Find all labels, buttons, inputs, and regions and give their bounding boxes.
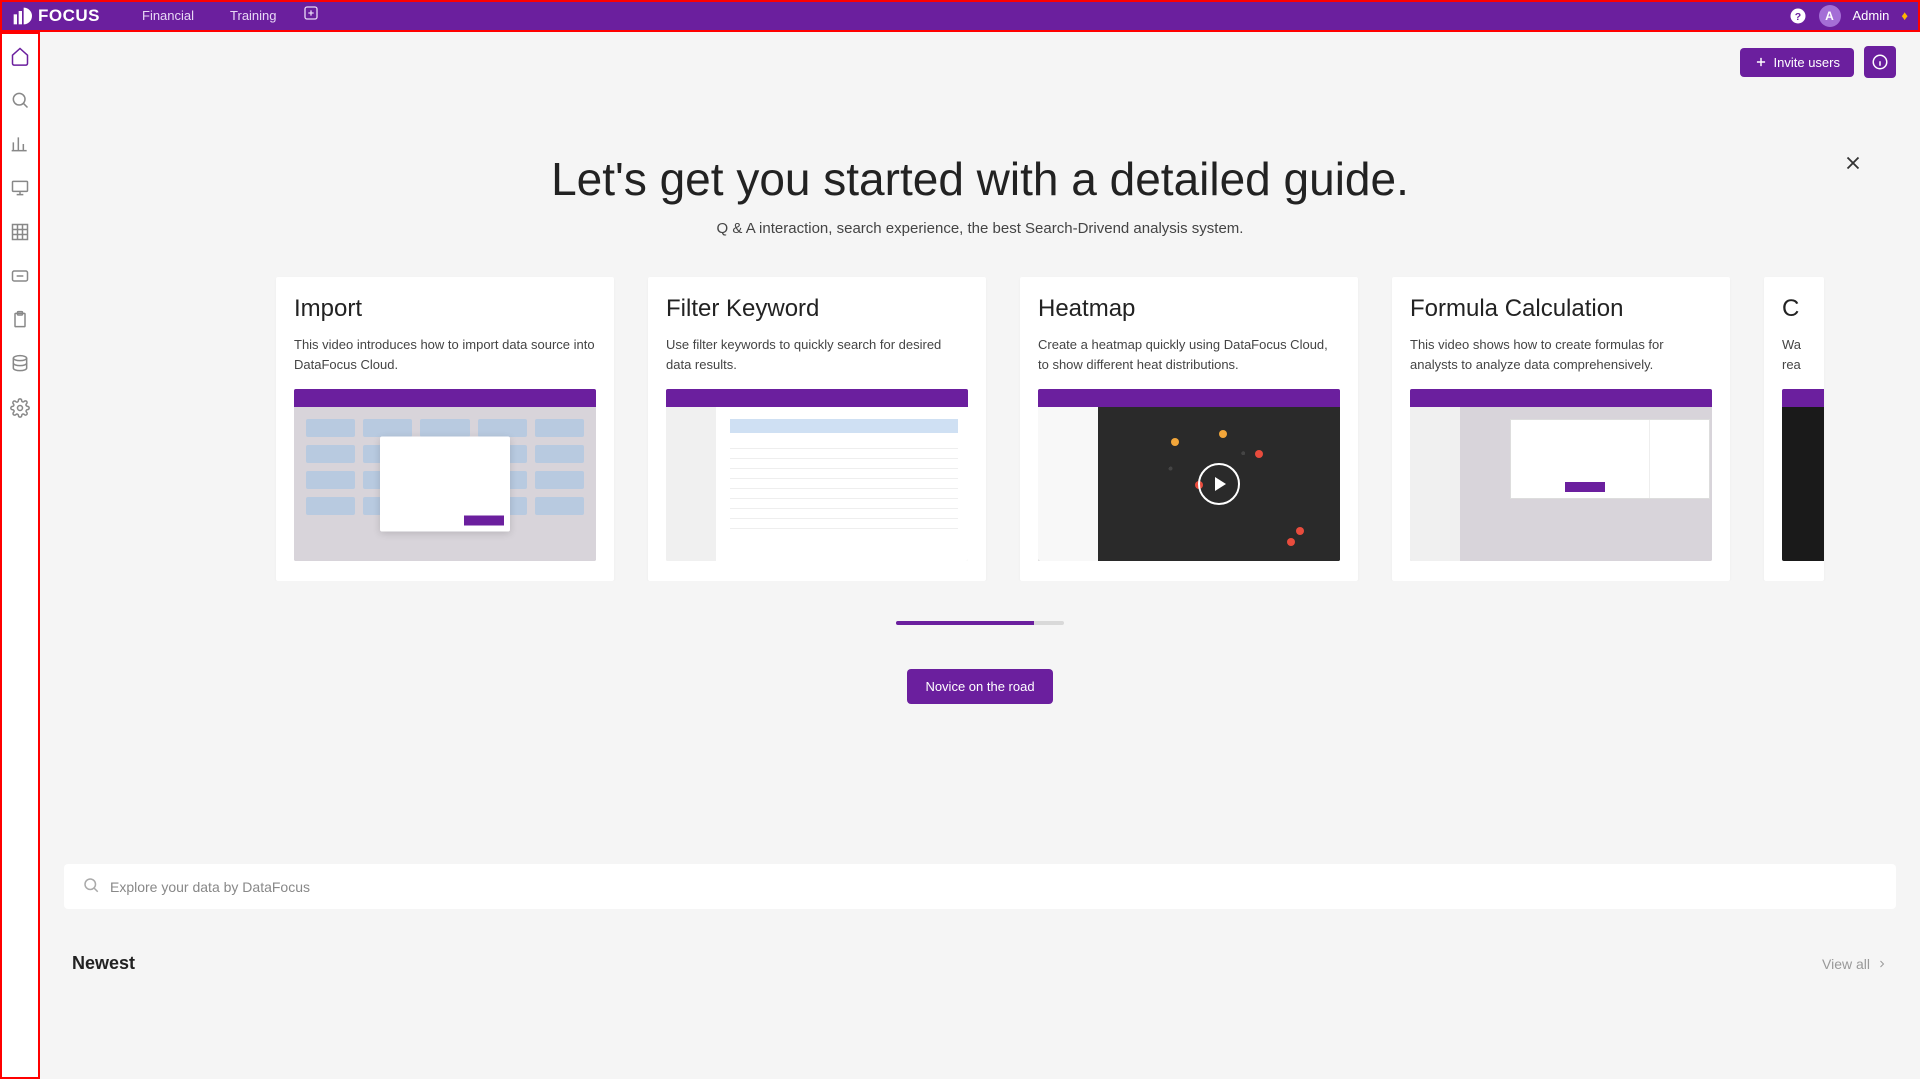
explore-search[interactable]: Explore your data by DataFocus — [64, 864, 1896, 909]
main-content: Invite users Let's get you started with … — [40, 32, 1920, 1079]
card-desc: Use filter keywords to quickly search fo… — [666, 335, 968, 377]
user-name[interactable]: Admin — [1853, 8, 1890, 23]
guide-card-partial[interactable]: C Wa rea — [1764, 277, 1824, 581]
card-desc: This video shows how to create formulas … — [1410, 335, 1712, 377]
novice-button[interactable]: Novice on the road — [907, 669, 1052, 704]
brand-icon — [12, 6, 32, 26]
newest-title: Newest — [72, 953, 135, 974]
play-icon — [1198, 463, 1240, 505]
guide-section: Let's get you started with a detailed gu… — [40, 92, 1920, 744]
top-right: ? A Admin ♦ — [1789, 5, 1909, 27]
sidebar-item-chart[interactable] — [8, 132, 32, 156]
view-all-label: View all — [1822, 956, 1870, 972]
sidebar-item-database[interactable] — [8, 352, 32, 376]
action-bar: Invite users — [40, 32, 1920, 92]
guide-cards-row: Import This video introduces how to impo… — [40, 237, 1920, 581]
guide-title: Let's get you started with a detailed gu… — [40, 152, 1920, 206]
newest-section: Newest View all — [72, 953, 1888, 974]
card-title: Heatmap — [1038, 295, 1340, 323]
close-guide-button[interactable] — [1842, 152, 1864, 179]
add-tab-button[interactable] — [303, 5, 319, 26]
sidebar-item-settings[interactable] — [8, 396, 32, 420]
card-thumbnail — [666, 389, 968, 561]
explore-placeholder: Explore your data by DataFocus — [110, 879, 310, 895]
card-desc: Wa rea — [1782, 335, 1824, 377]
sidebar-item-search[interactable] — [8, 88, 32, 112]
view-all-link[interactable]: View all — [1822, 956, 1888, 972]
card-title: C — [1782, 295, 1824, 323]
card-thumbnail — [1038, 389, 1340, 561]
tab-financial[interactable]: Financial — [124, 0, 212, 32]
card-thumbnail — [1782, 389, 1824, 561]
card-thumbnail — [294, 389, 596, 561]
guide-card-import[interactable]: Import This video introduces how to impo… — [276, 277, 614, 581]
card-title: Import — [294, 295, 596, 323]
card-desc: Create a heatmap quickly using DataFocus… — [1038, 335, 1340, 377]
guide-subtitle: Q & A interaction, search experience, th… — [40, 220, 1920, 237]
info-button[interactable] — [1864, 46, 1896, 78]
guide-card-filter[interactable]: Filter Keyword Use filter keywords to qu… — [648, 277, 986, 581]
sidebar-item-resource[interactable] — [8, 264, 32, 288]
invite-users-button[interactable]: Invite users — [1740, 48, 1854, 77]
guide-card-heatmap[interactable]: Heatmap Create a heatmap quickly using D… — [1020, 277, 1358, 581]
invite-label: Invite users — [1774, 55, 1840, 70]
user-avatar[interactable]: A — [1819, 5, 1841, 27]
sidebar — [0, 32, 40, 1079]
guide-progress — [896, 621, 1064, 625]
sidebar-item-presentation[interactable] — [8, 176, 32, 200]
sidebar-item-table[interactable] — [8, 220, 32, 244]
card-title: Formula Calculation — [1410, 295, 1712, 323]
premium-icon: ♦ — [1901, 8, 1908, 23]
top-bar: FOCUS Financial Training ? A Admin ♦ — [0, 0, 1920, 32]
sidebar-item-home[interactable] — [8, 44, 32, 68]
card-title: Filter Keyword — [666, 295, 968, 323]
search-icon — [82, 876, 100, 897]
brand-text: FOCUS — [38, 6, 100, 26]
card-thumbnail — [1410, 389, 1712, 561]
guide-card-formula[interactable]: Formula Calculation This video shows how… — [1392, 277, 1730, 581]
tab-training[interactable]: Training — [212, 0, 294, 32]
svg-text:?: ? — [1794, 10, 1800, 22]
card-desc: This video introduces how to import data… — [294, 335, 596, 377]
help-icon[interactable]: ? — [1789, 7, 1807, 25]
sidebar-item-clipboard[interactable] — [8, 308, 32, 332]
brand-logo[interactable]: FOCUS — [12, 6, 100, 26]
